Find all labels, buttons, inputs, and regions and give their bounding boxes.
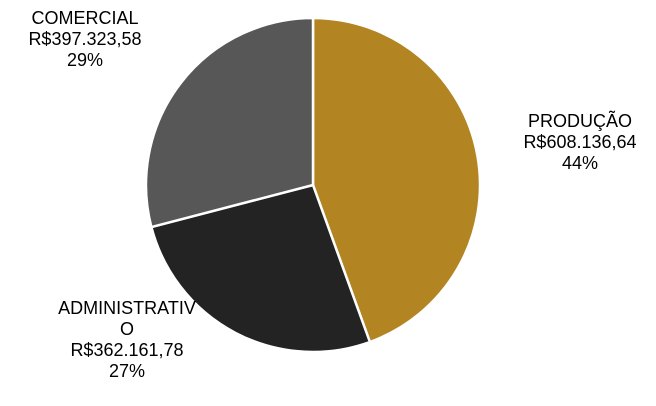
pie-slice-comercial xyxy=(144,16,315,229)
data-label-producao-percent: 44% xyxy=(561,153,599,173)
data-label-producao-value: R$608.136,64 xyxy=(523,132,637,152)
data-label-producao-name: PRODUÇÃO xyxy=(527,111,632,131)
data-label-producao: PRODUÇÃO R$608.136,64 44% xyxy=(490,111,656,174)
pie-slice-administrativo xyxy=(150,183,372,354)
data-label-administrativo-name-line1: ADMINISTRATIV xyxy=(58,298,196,318)
data-label-comercial-name: COMERCIAL xyxy=(31,8,139,28)
data-label-administrativo-name-line2: O xyxy=(119,319,134,339)
data-label-comercial-percent: 29% xyxy=(66,50,104,70)
pie-slice-producao xyxy=(311,16,482,344)
data-label-administrativo-percent: 27% xyxy=(108,361,146,381)
data-label-administrativo-value: R$362.161,78 xyxy=(70,340,184,360)
data-label-administrativo: ADMINISTRATIV O R$362.161,78 27% xyxy=(22,298,232,382)
data-label-comercial: COMERCIAL R$397.323,58 29% xyxy=(0,8,170,71)
data-label-comercial-value: R$397.323,58 xyxy=(28,29,142,49)
